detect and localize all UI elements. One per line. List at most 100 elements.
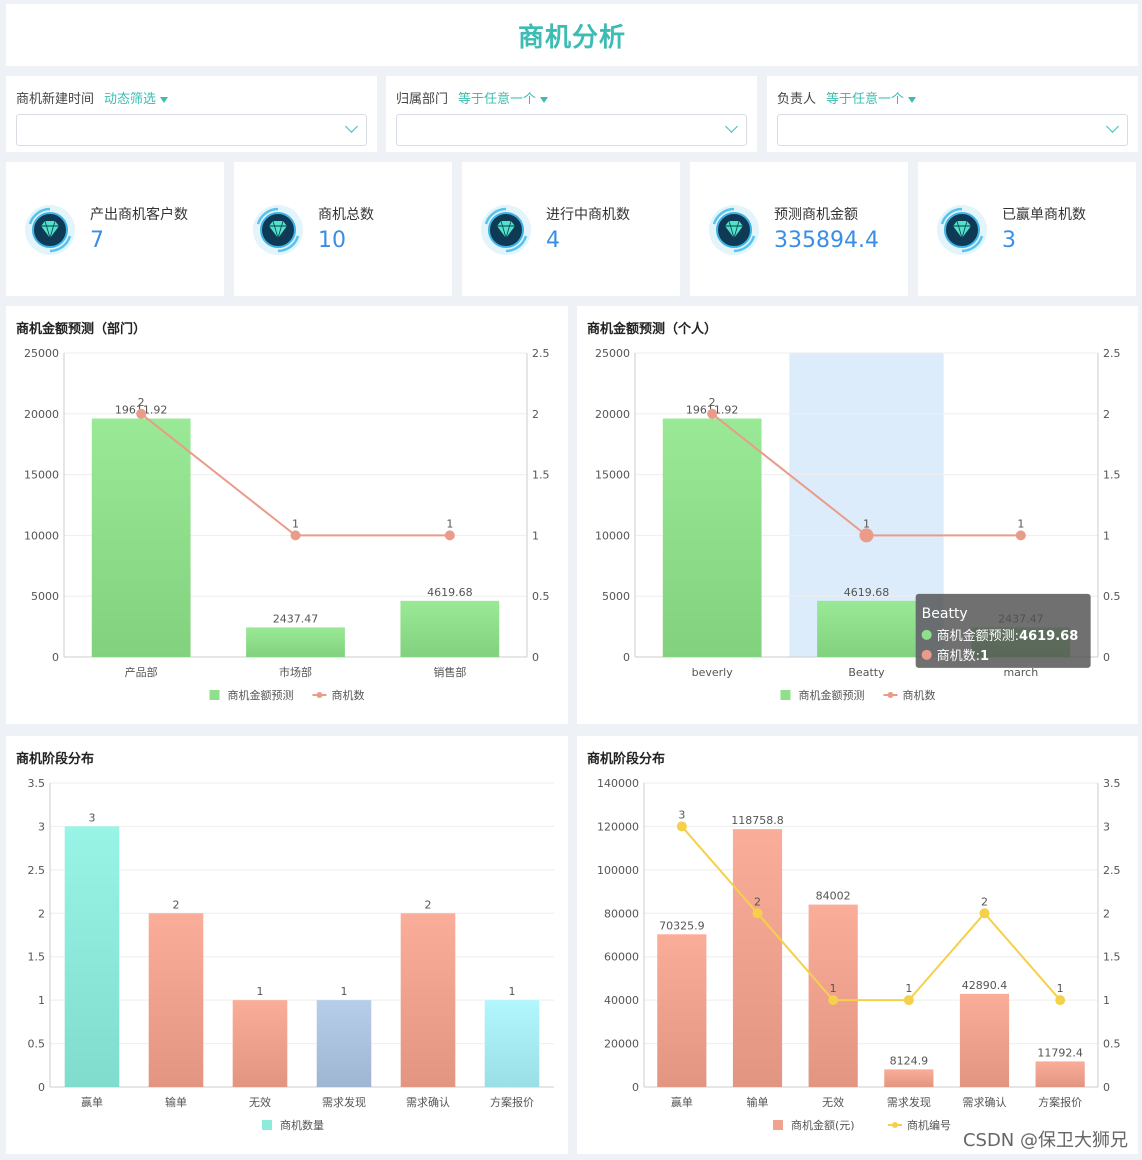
- legend-item[interactable]: 商机金额预测: [780, 688, 865, 702]
- diamond-icon: [709, 205, 759, 255]
- bar: [657, 934, 707, 1087]
- y-tick-label: 2: [38, 907, 45, 920]
- title-panel: 商机分析: [6, 4, 1138, 66]
- x-tick-label: 输单: [165, 1095, 187, 1109]
- y-tick-label: 5000: [602, 590, 630, 603]
- bar-label: 2: [425, 898, 432, 911]
- diamond-icon: [25, 205, 75, 255]
- y-tick-label: 1: [38, 994, 45, 1007]
- x-tick-label: 需求发现: [322, 1095, 366, 1109]
- caret-down-icon: [160, 96, 169, 103]
- y-tick-label: 140000: [597, 777, 639, 790]
- line-point: [859, 528, 874, 543]
- watermark: CSDN @保卫大狮兄: [962, 1130, 1128, 1151]
- series-line: [681, 825, 1061, 1002]
- x-tick-label: 赢单: [671, 1095, 693, 1109]
- bar-label: 2: [173, 898, 180, 911]
- line-point: [136, 408, 147, 419]
- kpi-label: 已赢单商机数: [1002, 207, 1086, 223]
- kpi-value: 3: [1002, 228, 1016, 253]
- bar-label: 2437.47: [273, 612, 319, 625]
- y-tick-label: 20000: [24, 408, 59, 421]
- filter-select[interactable]: [396, 114, 747, 146]
- point-label: 1: [863, 517, 870, 530]
- bar: [662, 418, 762, 657]
- legend-item[interactable]: 商机编号: [888, 1118, 951, 1132]
- y-tick-label: 20000: [604, 1038, 639, 1051]
- y2-tick-label: 1: [1103, 994, 1110, 1007]
- page-title: 商机分析: [517, 22, 626, 53]
- y2-tick-label: 2.5: [532, 347, 550, 360]
- x-tick-label: 赢单: [81, 1095, 103, 1109]
- filter-mode-dropdown[interactable]: 等于任意一个: [826, 92, 917, 107]
- filter-select[interactable]: [16, 114, 367, 146]
- legend-swatch: [773, 1120, 783, 1130]
- x-tick-label: 输单: [747, 1095, 769, 1109]
- legend-item[interactable]: 商机数量: [262, 1118, 324, 1132]
- point-label: 2: [709, 396, 716, 409]
- chevron-down-icon: [345, 120, 358, 133]
- tooltip-row: 商机金额预测:4619.68: [937, 628, 1079, 644]
- x-tick-label: 无效: [822, 1095, 844, 1109]
- filter-label-text: 归属部门: [396, 92, 449, 107]
- legend-label: 商机数: [332, 688, 365, 702]
- filter-mode-dropdown[interactable]: 等于任意一个: [458, 92, 549, 107]
- y2-tick-label: 1.5: [1103, 951, 1121, 964]
- legend-swatch: [209, 690, 220, 700]
- line-point: [444, 530, 455, 541]
- bar-label: 4619.68: [427, 586, 473, 599]
- tooltip: Beatty 商机金额预测:4619.68 商机数:1: [915, 593, 1091, 668]
- caret-down-icon: [540, 96, 549, 103]
- line-point: [707, 408, 718, 419]
- filter-label: 商机新建时间 动态筛选: [16, 88, 169, 107]
- x-tick-label: march: [1003, 666, 1038, 679]
- bar-label: 42890.4: [962, 979, 1008, 992]
- filter-mode-dropdown[interactable]: 动态筛选: [104, 92, 169, 107]
- y-tick-label: 0: [632, 1081, 639, 1094]
- bar: [484, 1000, 540, 1087]
- legend-label: 商机数: [903, 688, 936, 702]
- y-tick-label: 1.5: [28, 951, 46, 964]
- y-tick-label: 15000: [595, 469, 630, 482]
- y-tick-label: 80000: [604, 907, 639, 920]
- bar: [91, 418, 191, 657]
- line-point: [828, 995, 839, 1006]
- y2-tick-label: 2.5: [1103, 864, 1121, 877]
- legend-item[interactable]: 商机金额(元): [773, 1118, 855, 1132]
- legend-swatch-dot: [316, 692, 323, 698]
- y-tick-label: 0: [52, 651, 59, 664]
- chart-panel-dept: 商机金额预测（部门） 0 5000 10000 15000 20000 25000 0 0.5…: [6, 306, 568, 724]
- bar: [1035, 1061, 1085, 1087]
- bar: [959, 993, 1010, 1087]
- line-point: [1055, 995, 1066, 1006]
- tooltip-title: Beatty: [922, 606, 968, 622]
- legend-label: 商机编号: [907, 1118, 951, 1132]
- diamond-icon: [253, 205, 303, 255]
- filter-label: 归属部门 等于任意一个: [396, 88, 549, 107]
- kpi-value: 7: [90, 228, 104, 253]
- y2-tick-label: 2.5: [1103, 347, 1121, 360]
- x-tick-label: 需求确认: [406, 1096, 450, 1109]
- legend-item[interactable]: 商机金额预测: [209, 688, 294, 702]
- bar-label: 8124.9: [890, 1054, 929, 1067]
- chart-title: 商机阶段分布: [16, 752, 95, 767]
- point-label: 2: [981, 895, 988, 908]
- y-tick-label: 20000: [595, 408, 630, 421]
- legend-item[interactable]: 商机数: [883, 688, 936, 702]
- filter-select[interactable]: [777, 114, 1128, 146]
- x-tick-label: 方案报价: [1038, 1095, 1082, 1109]
- bar: [732, 829, 783, 1087]
- diamond-icon: [481, 205, 531, 255]
- kpi-value: 335894.4: [774, 228, 879, 253]
- legend-label: 商机金额预测: [228, 688, 294, 702]
- legend-item[interactable]: 商机数: [312, 688, 365, 702]
- bar: [400, 913, 456, 1087]
- bar-label: 3: [89, 811, 96, 824]
- caret-down-icon: [908, 96, 917, 103]
- y-tick-label: 25000: [24, 347, 59, 360]
- line-point: [1015, 530, 1026, 541]
- x-tick-label: 无效: [249, 1095, 271, 1109]
- y2-tick-label: 1: [1103, 529, 1110, 542]
- y-tick-label: 40000: [604, 994, 639, 1007]
- kpi-card: 商机总数 10: [234, 162, 452, 296]
